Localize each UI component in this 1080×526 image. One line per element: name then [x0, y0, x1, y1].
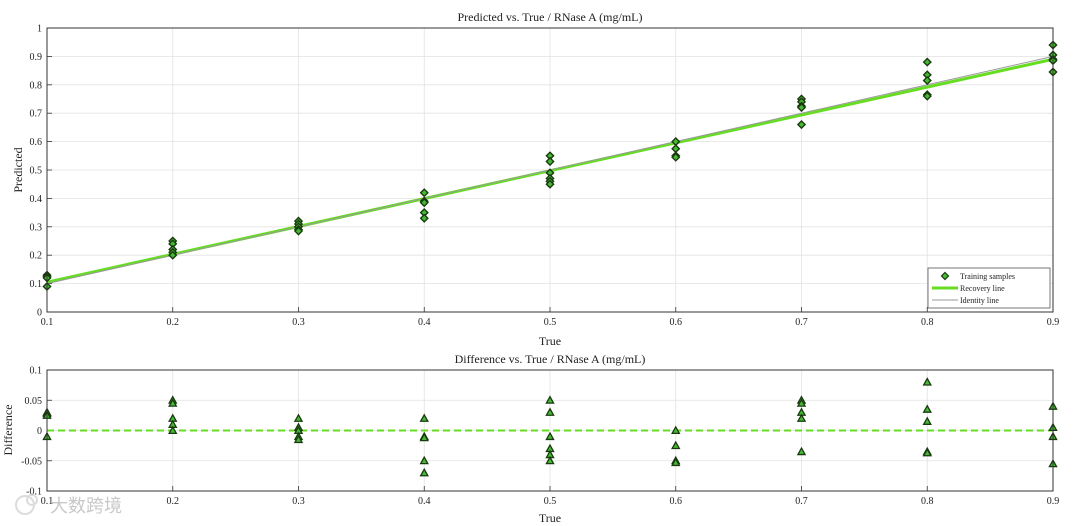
bottom-xtick-label: 0.3: [292, 496, 305, 507]
top-xtick-label: 0.9: [1047, 317, 1060, 328]
top-xtick-label: 0.2: [167, 317, 180, 328]
difference-point: [796, 398, 807, 407]
bottom-chart-title: Difference vs. True / RNase A (mg/mL): [455, 352, 646, 366]
legend-diamond-marker: [940, 271, 950, 281]
training-sample-point: [168, 250, 178, 260]
difference-point: [922, 404, 932, 413]
legend-entry-training-samples: Training samples: [940, 271, 1015, 281]
top-ytick-label: 0.9: [30, 52, 43, 63]
training-sample-point: [922, 91, 932, 101]
top-xtick-label: 0.5: [544, 317, 557, 328]
bottom-xtick-label: 0.8: [921, 496, 934, 507]
bottom-ytick-label: -0.1: [26, 487, 42, 498]
difference-point: [671, 440, 681, 450]
top-xtick-label: 0.1: [41, 317, 54, 328]
difference-point: [293, 434, 304, 444]
training-sample-point: [419, 213, 429, 223]
top-chart-xlabel: True: [539, 334, 561, 348]
top-ytick-label: 0.2: [30, 251, 43, 262]
top-ytick-label: 0.3: [30, 222, 43, 233]
bottom-xtick-label: 0.5: [544, 496, 557, 507]
watermark: 大数跨境: [15, 494, 122, 517]
difference-point: [671, 425, 681, 435]
difference-vs-true-chart: Difference vs. True / RNase A (mg/mL) 0.…: [1, 352, 1059, 525]
watermark-logo-icon: [15, 494, 38, 515]
legend-label-identity-line: Identity line: [960, 296, 999, 305]
top-xtick-label: 0.6: [670, 317, 683, 328]
difference-point: [545, 431, 555, 441]
difference-point: [922, 416, 932, 425]
top-ytick-label: 0.5: [30, 166, 43, 177]
bottom-chart-xlabel: True: [539, 511, 561, 525]
top-ytick-label: 0.4: [30, 194, 43, 205]
top-xtick-label: 0.8: [921, 317, 934, 328]
difference-point: [293, 413, 304, 422]
training-sample-point: [671, 152, 681, 162]
difference-point: [922, 377, 932, 386]
difference-point: [419, 455, 429, 465]
watermark-text: 大数跨境: [50, 496, 122, 517]
training-sample-point: [922, 57, 932, 67]
top-ytick-label: 0.8: [30, 80, 43, 91]
training-sample-point: [922, 75, 932, 86]
legend-label-training-samples: Training samples: [960, 272, 1015, 281]
top-chart-ylabel: Predicted: [11, 147, 25, 192]
bottom-ytick-label: 0.1: [30, 366, 43, 377]
bottom-ytick-label: 0.05: [25, 396, 43, 407]
top-ytick-label: 0.6: [30, 137, 43, 148]
training-sample-point: [545, 179, 555, 189]
top-xtick-label: 0.4: [418, 317, 431, 328]
training-sample-point: [293, 226, 304, 236]
bottom-ytick-label: -0.05: [21, 456, 42, 467]
top-ytick-label: 0.7: [30, 109, 43, 120]
bottom-chart-ylabel: Difference: [1, 404, 15, 455]
difference-point: [796, 413, 807, 422]
bottom-xtick-label: 0.2: [167, 496, 180, 507]
legend-entry-recovery-line: Recovery line: [932, 284, 1005, 293]
top-chart-title: Predicted vs. True / RNase A (mg/mL): [458, 10, 643, 24]
difference-point: [168, 398, 178, 407]
predicted-vs-true-chart: Predicted vs. True / RNase A (mg/mL) 0.1…: [11, 10, 1059, 348]
top-ytick-label: 0.1: [30, 279, 43, 290]
training-sample-point: [419, 198, 429, 208]
top-chart-legend: Training samples Recovery line Identity …: [927, 267, 1051, 309]
legend-label-recovery-line: Recovery line: [960, 284, 1005, 293]
bottom-ytick-label: 0: [37, 426, 42, 437]
training-sample-point: [419, 188, 429, 198]
top-chart-frame: [46, 27, 1054, 313]
top-xtick-label: 0.7: [795, 317, 808, 328]
top-chart-ticks: 0.1 0.2 0.3 0.4 0.5 0.6 0.7 0.8 0.900.10.20.30.4…: [30, 24, 1060, 329]
legend-entry-identity-line: Identity line: [932, 296, 999, 305]
training-sample-point: [796, 119, 807, 130]
top-xtick-label: 0.3: [292, 317, 305, 328]
training-sample-point: [796, 102, 807, 113]
difference-point: [922, 447, 932, 457]
difference-point: [419, 413, 429, 422]
training-sample-point: [545, 156, 555, 167]
bottom-xtick-label: 0.4: [418, 496, 431, 507]
bottom-xtick-label: 0.1: [41, 496, 54, 507]
difference-point: [671, 457, 681, 467]
bottom-xtick-label: 0.9: [1047, 496, 1060, 507]
bottom-chart-frame: [46, 369, 1054, 492]
top-ytick-label: 0: [37, 308, 42, 319]
difference-point: [545, 455, 555, 465]
difference-point: [545, 395, 555, 404]
difference-point: [419, 432, 429, 442]
bottom-xtick-label: 0.7: [795, 496, 808, 507]
top-chart-points: [42, 40, 1058, 292]
bottom-xtick-label: 0.6: [670, 496, 683, 507]
top-ytick-label: 1: [37, 24, 42, 35]
difference-point: [545, 407, 555, 416]
difference-point: [168, 425, 178, 435]
difference-point: [419, 467, 429, 477]
difference-point: [796, 446, 807, 456]
